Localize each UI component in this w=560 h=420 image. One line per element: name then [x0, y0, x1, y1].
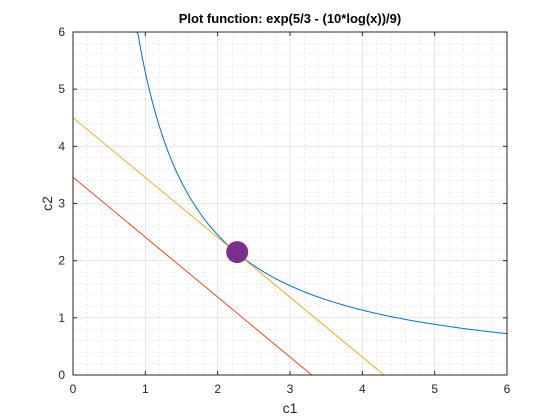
- major-grid: [72, 31, 508, 376]
- y-axis-label: c2: [39, 196, 55, 211]
- x-tick-label: 4: [359, 382, 366, 396]
- curve-series: [136, 31, 508, 335]
- y-tick-label: 4: [58, 139, 65, 153]
- y-tick-labels: 0 1 2 3 4 5 6: [58, 25, 65, 382]
- y-tick-label: 6: [58, 25, 65, 39]
- x-tick-label: 5: [431, 382, 438, 396]
- y-tick-label: 1: [58, 311, 65, 325]
- red-line-series: [72, 176, 313, 376]
- x-tick-label: 2: [214, 382, 221, 396]
- x-axis-label: c1: [283, 400, 298, 416]
- tangent-point-marker: [226, 241, 249, 264]
- x-tick-labels: 0 1 2 3 4 5 6: [70, 382, 511, 396]
- ticks: [72, 31, 508, 376]
- chart-title: Plot function: exp(5/3 - (10*log(x))/9): [179, 11, 401, 26]
- x-tick-label: 3: [287, 382, 294, 396]
- y-tick-label: 5: [58, 82, 65, 96]
- plot-lines: [72, 31, 508, 376]
- x-tick-label: 1: [142, 382, 149, 396]
- x-tick-label: 6: [504, 382, 511, 396]
- x-tick-label: 0: [70, 382, 77, 396]
- y-tick-label: 0: [58, 368, 65, 382]
- y-tick-label: 3: [58, 197, 65, 211]
- y-tick-label: 2: [58, 254, 65, 268]
